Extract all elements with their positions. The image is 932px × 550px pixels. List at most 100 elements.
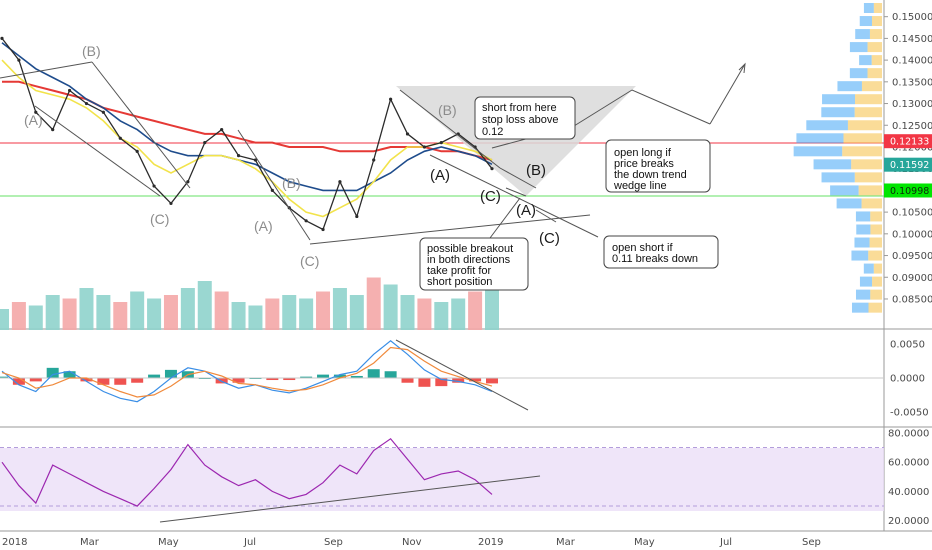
macd-histogram-bar: [418, 378, 431, 387]
price-point: [405, 132, 410, 136]
callout-line: open short if: [612, 242, 673, 254]
price-point: [152, 184, 156, 188]
volume-bar: [79, 288, 94, 330]
volume-bar: [265, 298, 280, 330]
price-point: [236, 154, 241, 158]
wave-label: (C): [480, 188, 501, 205]
macd-histogram-bar: [266, 378, 279, 381]
callout-box: [603, 235, 719, 269]
price-series-line: [1, 59, 493, 218]
profile-bar: [836, 198, 862, 209]
macd-histogram-bar: [486, 378, 498, 384]
x-tick: Mar: [80, 537, 100, 548]
volume-bar: [62, 298, 77, 330]
trend-line: [91, 61, 191, 189]
time-axis: 2018 Mar May Jul Sep Nov 2019 Mar May Ju…: [2, 537, 821, 548]
macd-histogram-bar: [46, 367, 59, 378]
macd-histogram-bar: [114, 378, 127, 385]
price-point: [203, 141, 207, 145]
x-tick: Sep: [324, 537, 343, 548]
callout-line: possible breakout: [427, 243, 513, 255]
wave-label: (A): [254, 218, 273, 234]
rsi-y-tick: 60.0000: [888, 458, 929, 469]
macd-histogram-bar: [12, 378, 25, 385]
callout-line: open long if: [614, 147, 672, 159]
profile-bar: [830, 185, 859, 196]
profile-bar: [863, 263, 874, 274]
x-tick: Nov: [402, 537, 422, 548]
callout-line: short from here: [482, 102, 557, 114]
macd-series-line: [1, 340, 493, 403]
macd-y-tick: -0.0050: [890, 407, 929, 418]
price-point: [34, 110, 38, 114]
price-tags: 0.12133 0.11592 0.10998: [884, 134, 932, 198]
price-point: [17, 58, 21, 62]
profile-bar: [806, 120, 848, 131]
callout-line: price breaks: [614, 158, 674, 170]
volume-bar: [163, 295, 178, 330]
macd-y-tick: 0.0050: [890, 340, 925, 351]
macd-histogram-bar: [80, 378, 93, 382]
profile-bar: [855, 29, 870, 40]
x-tick: 2018: [2, 537, 27, 548]
wave-labels: (A) (B) (C) (A) (B) (C) (A) (B) (C) (A) …: [24, 43, 560, 269]
rsi-y-tick: 20.0000: [888, 516, 929, 527]
price-series-line: [1, 38, 493, 231]
volume-bar: [332, 288, 347, 330]
macd-histogram-bar: [63, 371, 76, 378]
x-tick: Sep: [802, 537, 821, 548]
profile-bar: [855, 289, 871, 300]
trend-line: [573, 89, 633, 127]
volume-bar: [383, 284, 398, 330]
profile-bar: [873, 3, 882, 13]
profile-bar: [873, 263, 882, 274]
macd-histogram-bar: [0, 376, 8, 378]
value-axis: 0.15000 0.14500 0.14000 0.13500 0.13000 0.125…: [884, 12, 932, 527]
profile-bar: [847, 120, 882, 131]
macd-histogram-bar: [384, 371, 397, 378]
price-tag-box: [884, 183, 932, 198]
price-tag-label: 0.11592: [890, 160, 929, 171]
macd-histogram-bar: [148, 374, 161, 378]
profile-bar: [858, 185, 882, 196]
profile-bar: [859, 55, 872, 66]
macd-histogram-bar: [29, 378, 42, 382]
price-point: [439, 141, 443, 145]
wave-label: (B): [282, 175, 301, 191]
profile-bar: [861, 81, 882, 92]
trend-lines: [0, 61, 746, 523]
trend-line: [505, 187, 527, 197]
profile-bar: [867, 68, 882, 79]
x-tick: Mar: [556, 537, 576, 548]
rsi-panel: [0, 437, 884, 507]
profile-bar: [851, 159, 882, 170]
rsi-series-line: [1, 437, 493, 507]
wave-label: (A): [516, 202, 536, 219]
macd-histogram-bar: [97, 378, 110, 385]
profile-bar: [854, 172, 882, 183]
trend-line: [631, 89, 711, 125]
x-tick: May: [158, 537, 179, 548]
macd-trend-line: [395, 339, 529, 411]
rsi-y-tick: 80.0000: [888, 428, 929, 439]
callout-line: stop loss above: [482, 114, 558, 126]
volume-bar: [180, 288, 195, 330]
volume-bar: [45, 295, 60, 330]
volume-bar: [451, 298, 466, 330]
profile-bar: [870, 289, 882, 300]
arrow-head: [738, 62, 746, 74]
callout-line: 0.11 breaks down: [612, 253, 698, 265]
volume-bar: [197, 281, 212, 330]
price-point: [186, 180, 190, 184]
volume-bar: [299, 298, 314, 330]
trend-line: [709, 63, 746, 125]
callout-short-breakdown: open short if 0.11 breaks down: [603, 235, 719, 269]
volume-bar: [113, 302, 128, 330]
profile-bar: [793, 146, 843, 157]
wave-label: (B): [82, 43, 101, 59]
price-tag-box: [884, 134, 932, 149]
volume-bar: [0, 309, 9, 330]
volume-bar: [231, 302, 246, 330]
macd-panel: [0, 340, 884, 403]
y-tick: 0.10500: [892, 208, 932, 219]
